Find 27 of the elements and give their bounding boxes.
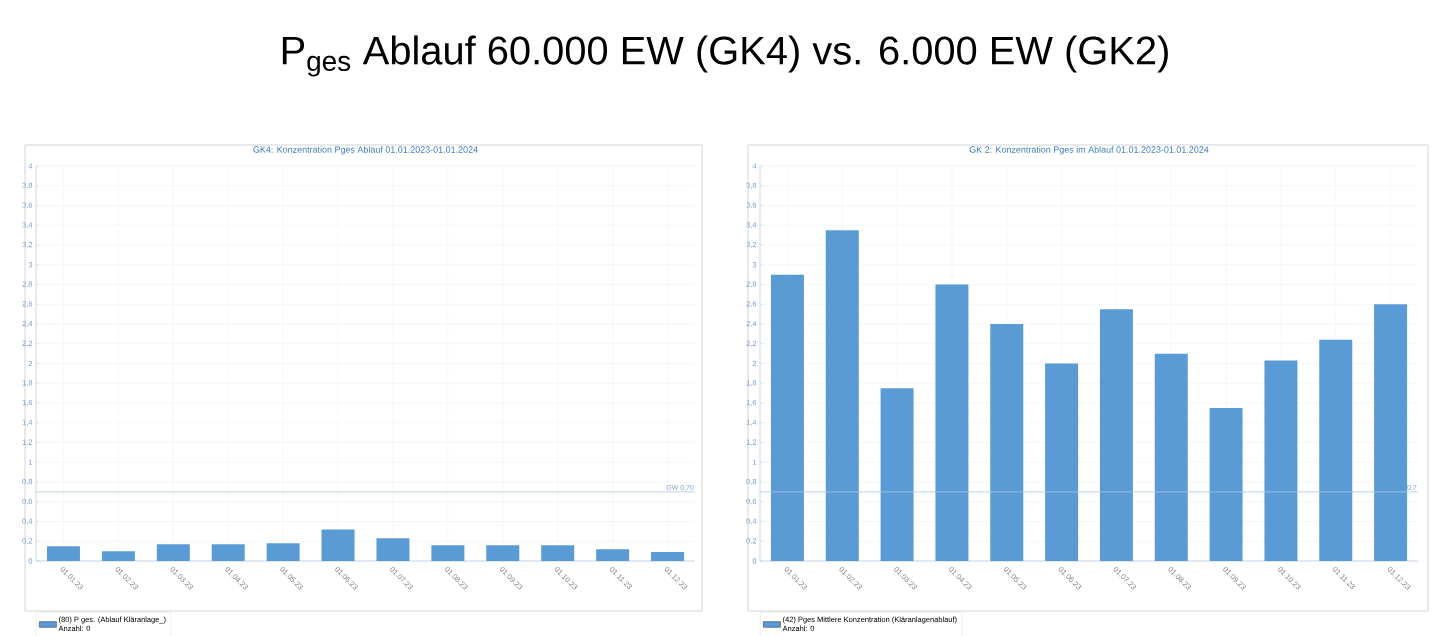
bar — [990, 324, 1024, 561]
bar — [1374, 304, 1408, 561]
bar — [596, 549, 630, 561]
bar — [541, 545, 575, 561]
chart-title: GK4: Konzentration Pges Ablauf 01.01.2023-01.01.2024 — [253, 146, 478, 155]
bar — [211, 544, 245, 561]
bar — [321, 529, 355, 561]
bar — [376, 538, 410, 561]
bar — [935, 284, 969, 561]
bar — [1264, 360, 1298, 561]
bar — [651, 552, 685, 561]
text: P$_{ges}$ Ablauf 60.000 EW (GK4) vs. 6.000 EW (GK2) — [282, 35, 1168, 77]
bar — [1154, 353, 1188, 561]
bar — [266, 543, 300, 561]
bar — [1319, 339, 1353, 561]
chart-title: GK 2: Konzentration Pges im Ablauf 01.01.2023-01.01.2024 — [969, 146, 1209, 155]
bar — [770, 274, 804, 561]
bar — [880, 388, 914, 561]
bar — [1045, 363, 1079, 561]
bar — [1209, 407, 1243, 561]
bar — [825, 230, 859, 561]
bar — [486, 545, 520, 561]
bar — [46, 546, 80, 561]
bar — [431, 545, 465, 561]
bar — [1099, 309, 1133, 561]
bar — [156, 544, 190, 561]
bar — [101, 551, 135, 561]
